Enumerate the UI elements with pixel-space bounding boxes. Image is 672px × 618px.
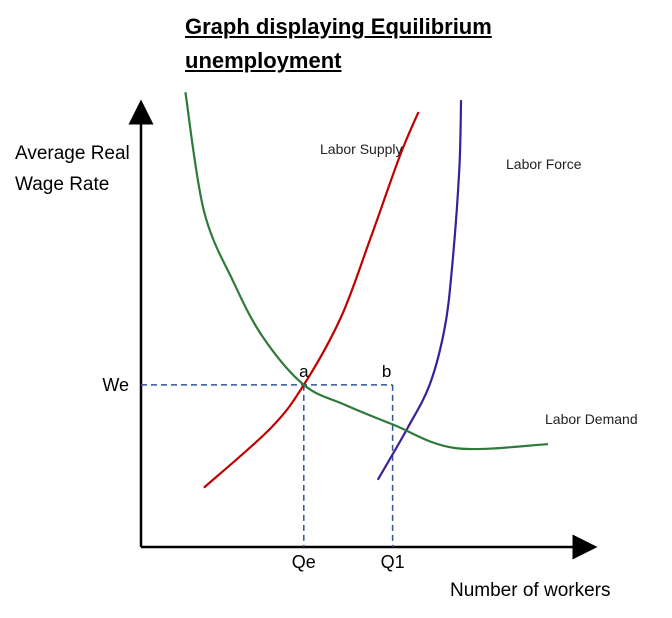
- series-labor-force-label: Labor Force: [506, 156, 582, 172]
- series-labor-demand-line: [184, 92, 549, 451]
- x-tick-label-q1: Q1: [381, 552, 405, 572]
- point-label-a: a: [299, 362, 309, 381]
- y-tick-label-we: We: [102, 375, 129, 395]
- chart-title-line-1: Graph displaying Equilibrium: [185, 14, 492, 39]
- series-labor-demand-label: Labor Demand: [545, 411, 638, 427]
- y-axis-label-line-2: Wage Rate: [15, 174, 110, 195]
- series-labor-force-line: [376, 100, 463, 481]
- series-labor-supply-line: [203, 111, 420, 489]
- point-label-b: b: [382, 362, 391, 381]
- x-axis-label: Number of workers: [450, 580, 611, 601]
- chart-title-line-2: unemployment: [185, 48, 342, 73]
- x-tick-label-qe: Qe: [292, 552, 316, 572]
- y-axis-label-line-1: Average Real: [15, 143, 130, 164]
- series-labor-supply-label: Labor Supply: [320, 141, 403, 157]
